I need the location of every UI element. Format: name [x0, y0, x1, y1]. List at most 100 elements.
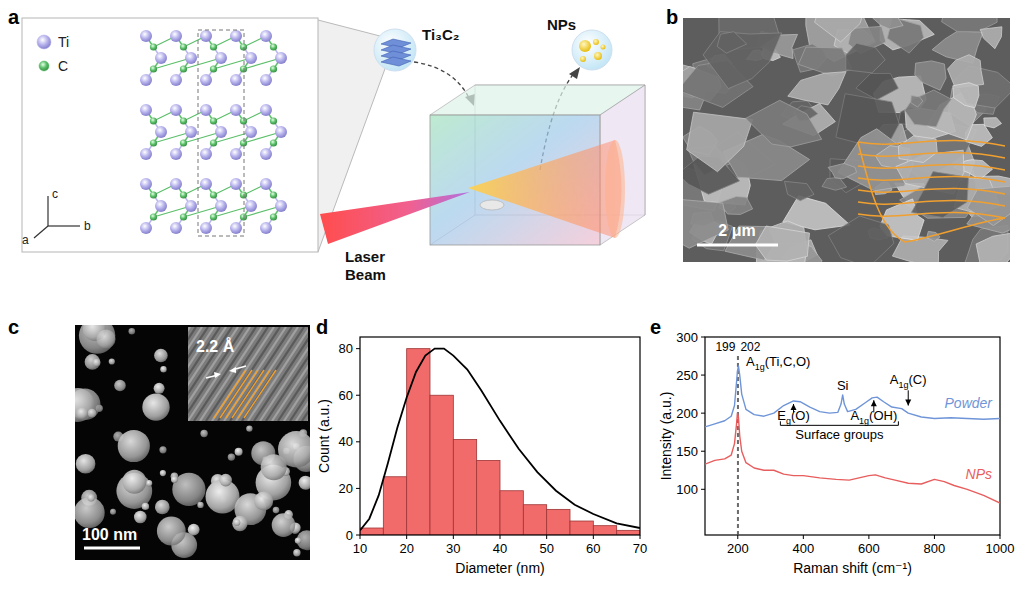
flake [911, 96, 923, 108]
text-part: (Ti,C,O) [765, 354, 811, 369]
x-tick-label: 60 [586, 541, 600, 556]
histogram-bar [593, 526, 616, 535]
c-atom [270, 43, 277, 50]
y-tick-label: 250 [676, 368, 698, 383]
tem-particles [75, 325, 310, 558]
flake [898, 136, 937, 163]
y-tick [701, 451, 705, 452]
material-bubble [374, 29, 416, 71]
histogram-bar [500, 491, 523, 535]
flake [746, 100, 822, 147]
ti-atom [170, 148, 182, 160]
ti-atom [230, 104, 242, 116]
y-tick [701, 413, 705, 414]
histogram-bar [477, 460, 500, 535]
x-tick [934, 535, 935, 539]
flake [948, 55, 984, 88]
ti-atom [245, 126, 257, 138]
y-tick-label: 150 [676, 444, 698, 459]
target [480, 200, 504, 210]
series-label: Powder [945, 395, 994, 411]
x-tick [640, 535, 641, 539]
nanoparticle-icon [601, 45, 606, 50]
layer-contour [858, 142, 1005, 242]
c-atom [150, 43, 157, 50]
particle [295, 537, 301, 543]
flake [815, 18, 868, 42]
c-atom [270, 191, 277, 198]
panel-letter: a [8, 6, 20, 28]
legend-label: Ti [58, 34, 69, 50]
y-tick-label: 100 [676, 482, 698, 497]
x-tick [1000, 535, 1001, 539]
scale-bar [84, 547, 140, 550]
x-tick-label: 70 [633, 541, 647, 556]
y-tick-label: 0 [346, 528, 353, 543]
product-label: NPs [547, 16, 576, 33]
particle [79, 325, 115, 354]
c-atom [270, 117, 277, 124]
c-atom [150, 139, 157, 146]
ti-atom [230, 30, 242, 42]
y-tick-label: 300 [676, 330, 698, 345]
axis-b [48, 225, 80, 226]
text-part: A [890, 372, 899, 387]
flake [785, 181, 815, 200]
panel-c: 2.2 Å100 nm [61, 317, 388, 560]
x-tick-label: 50 [539, 541, 553, 556]
fringe-marker [238, 370, 270, 418]
text-part: (C) [909, 372, 927, 387]
particle [76, 407, 88, 419]
plot-frame [360, 337, 640, 535]
histogram-bar [547, 509, 570, 535]
x-tick [360, 535, 361, 539]
ti-atom [170, 104, 182, 116]
text-part: E [777, 408, 786, 423]
ti-atom [140, 178, 152, 190]
ti-atom [200, 104, 212, 116]
particle [272, 513, 296, 537]
particle [109, 358, 115, 364]
text-subscript: 1g [859, 416, 869, 426]
particle [87, 494, 94, 501]
particle [278, 431, 310, 467]
ti-atom [230, 178, 242, 190]
flake [953, 83, 979, 108]
x-tick [593, 535, 594, 539]
lattice-fringe [302, 327, 308, 421]
ti-atom [215, 126, 227, 138]
y-tick-label: 80 [339, 341, 353, 356]
lattice-fringe [272, 327, 308, 421]
particle [85, 354, 101, 370]
panel-letter: d [316, 316, 328, 338]
ti-atom [140, 222, 152, 234]
reference-line [738, 356, 739, 535]
scale-bar-label: 100 nm [82, 526, 137, 543]
plot-marks [705, 356, 1000, 535]
particle [232, 516, 247, 531]
particle [129, 328, 136, 335]
particle [134, 511, 147, 524]
histogram-bar [383, 477, 406, 535]
laser-label: Beam [345, 266, 386, 283]
labels: 199202PowderNPsA1g(Ti,C,O)Eg(O)SiA1g(OH)… [715, 340, 993, 482]
x-tick [868, 535, 869, 539]
flake [717, 32, 747, 54]
y-tick-label: 200 [676, 406, 698, 421]
c-atom [210, 43, 217, 50]
layer-contour [858, 140, 1005, 146]
crystal-box [22, 18, 318, 252]
flake [856, 73, 899, 99]
ti-atom [260, 222, 272, 234]
annotation: A1g(C) [890, 372, 927, 390]
ti-atom [155, 126, 167, 138]
ti-atom [215, 52, 227, 64]
plot-marks [360, 349, 640, 535]
x-tick-label: 800 [924, 541, 946, 556]
particle [76, 454, 96, 474]
x-tick-label: 1000 [986, 541, 1015, 556]
flake [687, 112, 753, 172]
x-tick [453, 535, 454, 539]
text-subscript: 1g [755, 362, 765, 372]
unit-cell [198, 30, 244, 236]
